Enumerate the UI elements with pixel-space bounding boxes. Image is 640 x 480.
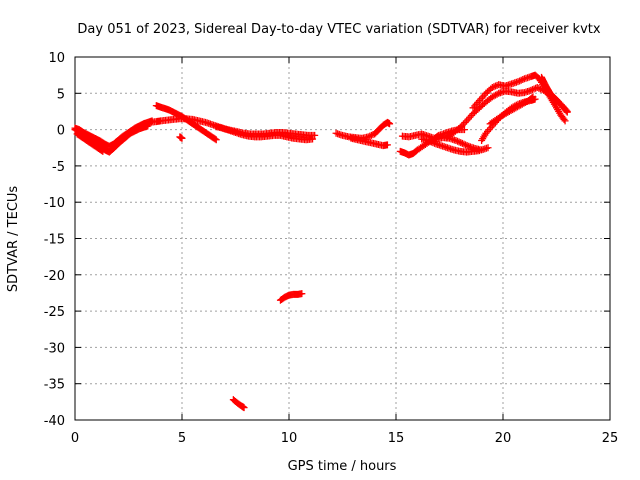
data-point — [459, 120, 467, 128]
data-point — [519, 76, 527, 84]
x-tick-label: 15 — [388, 431, 405, 446]
axis-ticks: 0 5 10 15 20 25 10 5 0 -5 -10 -15 -20 -25 -30 -35 -40 — [44, 51, 619, 446]
data-point — [98, 147, 106, 155]
data-point — [454, 137, 462, 145]
data-point — [426, 137, 434, 145]
data-point — [427, 138, 435, 146]
data-point — [460, 126, 468, 134]
data-point — [429, 139, 437, 147]
data-point — [484, 144, 492, 152]
data-point — [516, 77, 524, 85]
y-tick-label: -35 — [44, 378, 65, 393]
data-point — [533, 83, 541, 91]
data-point — [309, 135, 317, 143]
data-point — [488, 83, 496, 91]
y-tick-label: -20 — [44, 269, 65, 284]
data-point — [475, 147, 483, 155]
data-point — [461, 119, 469, 127]
data-point — [530, 85, 538, 93]
y-tick-label: -40 — [44, 414, 65, 429]
data-point — [458, 139, 466, 147]
data-point — [492, 82, 500, 90]
data-point — [560, 115, 568, 123]
x-tick-label: 10 — [281, 431, 298, 446]
data-point — [383, 141, 391, 149]
data-point — [458, 122, 466, 130]
data-point — [562, 107, 570, 115]
data-point — [178, 134, 186, 142]
data-point — [424, 136, 432, 144]
data-point — [529, 93, 537, 101]
y-tick-label: 5 — [57, 87, 65, 102]
data-point — [514, 78, 522, 86]
data-point — [240, 404, 248, 412]
data-point — [456, 123, 464, 131]
data-point — [463, 142, 471, 150]
data-point — [452, 136, 460, 144]
data-points — [71, 71, 571, 412]
data-point — [455, 138, 463, 146]
data-point — [535, 84, 543, 92]
y-tick-label: -30 — [44, 341, 65, 356]
x-tick-label: 5 — [178, 431, 186, 446]
x-tick-label: 0 — [71, 431, 79, 446]
data-point — [298, 290, 306, 298]
data-point — [490, 83, 498, 91]
data-point — [528, 94, 536, 102]
gridlines — [75, 57, 610, 420]
data-point — [386, 120, 394, 128]
data-point — [99, 147, 107, 155]
data-point — [460, 140, 468, 148]
x-tick-label: 25 — [602, 431, 619, 446]
y-tick-label: 0 — [57, 124, 65, 139]
data-point — [367, 131, 375, 139]
x-tick-label: 20 — [495, 431, 512, 446]
data-point — [462, 141, 470, 149]
y-tick-label: -10 — [44, 196, 65, 211]
y-axis-label: SDTVAR / TECUs — [6, 186, 21, 293]
x-axis-label: GPS time / hours — [288, 459, 397, 474]
y-tick-label: -5 — [52, 160, 65, 175]
data-point — [493, 90, 501, 98]
data-point — [211, 135, 219, 143]
data-point — [527, 86, 535, 94]
data-point — [563, 108, 571, 116]
data-point — [517, 76, 525, 84]
y-tick-label: 10 — [48, 51, 65, 66]
data-point — [561, 117, 569, 125]
data-point — [528, 86, 536, 94]
data-point — [366, 132, 374, 140]
data-point — [311, 131, 319, 139]
y-tick-label: -15 — [44, 233, 65, 248]
chart-title: Day 051 of 2023, Sidereal Day-to-day VTE… — [77, 22, 600, 37]
data-point — [457, 139, 465, 147]
data-point — [212, 136, 220, 144]
y-tick-label: -25 — [44, 305, 65, 320]
